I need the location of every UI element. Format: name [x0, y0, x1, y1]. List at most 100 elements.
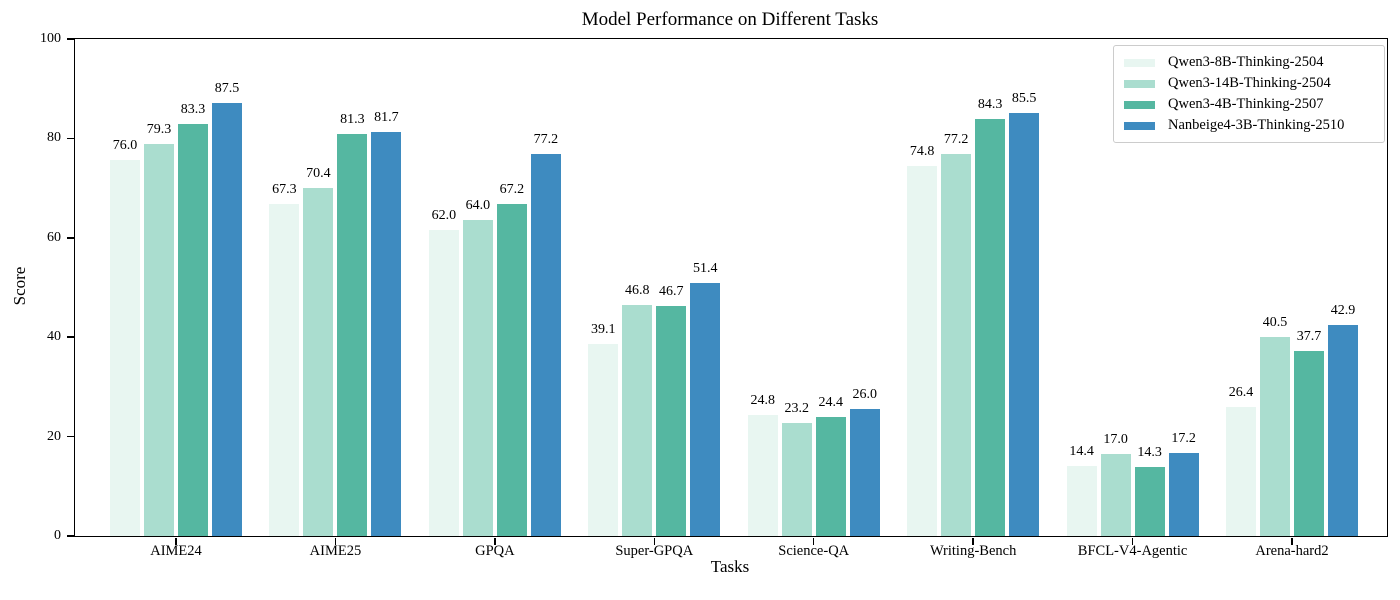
- bar: [847, 406, 882, 536]
- bar-value-label: 37.7: [1296, 328, 1322, 344]
- y-tick-label: 20: [47, 428, 61, 444]
- legend-item: Qwen3-4B-Thinking-2507: [1124, 94, 1376, 115]
- y-tick-label: 60: [47, 229, 61, 245]
- bar-value-label: 87.5: [214, 81, 240, 97]
- bar: [176, 122, 210, 536]
- x-tick-label: Writing-Bench: [929, 543, 1017, 559]
- bar-value-label: 14.4: [1069, 444, 1094, 460]
- bar: [460, 217, 495, 536]
- legend-swatch: [1124, 58, 1155, 67]
- bar-value-label: 46.7: [659, 283, 684, 299]
- bar: [301, 186, 336, 536]
- bar: [335, 131, 370, 536]
- bar: [813, 414, 848, 536]
- bar: [108, 158, 142, 536]
- y-tick-label: 40: [47, 329, 61, 345]
- bar: [1326, 322, 1360, 536]
- legend-label: Nanbeige4-3B-Thinking-2510: [1168, 117, 1345, 133]
- x-tick-mark: [1291, 537, 1293, 545]
- x-tick-mark: [334, 537, 337, 545]
- bar-value-label: 40.5: [1262, 314, 1288, 330]
- bar-value-label: 77.2: [533, 132, 559, 148]
- y-tick-mark: [67, 137, 74, 140]
- bar: [1064, 464, 1099, 536]
- x-tick-label: Arena-hard2: [1255, 543, 1329, 559]
- bar-value-label: 76.0: [112, 138, 138, 154]
- bar: [494, 202, 529, 536]
- bar-value-label: 70.4: [306, 166, 331, 182]
- legend-swatch: [1124, 121, 1155, 130]
- bar: [1224, 404, 1258, 536]
- bar: [973, 117, 1008, 536]
- x-axis-label: Tasks: [710, 557, 750, 576]
- x-tick-mark: [812, 537, 815, 545]
- legend-label: Qwen3-14B-Thinking-2504: [1168, 75, 1331, 91]
- bar-value-label: 24.8: [750, 392, 775, 408]
- legend-item: Qwen3-14B-Thinking-2504: [1124, 73, 1376, 94]
- x-tick-label: GPQA: [475, 543, 515, 559]
- y-tick-label: 100: [40, 31, 61, 46]
- bar-value-label: 81.3: [340, 111, 365, 127]
- x-tick-label: AIME24: [150, 543, 202, 559]
- x-tick-label: Super-GPQA: [615, 543, 694, 559]
- bar-value-label: 85.5: [1011, 91, 1037, 107]
- bar-value-label: 14.3: [1137, 444, 1162, 460]
- bar-value-label: 39.1: [591, 321, 616, 337]
- chart-title: Model Performance on Different Tasks: [581, 9, 879, 30]
- y-tick-mark: [67, 535, 74, 537]
- bar-value-label: 24.4: [818, 394, 843, 410]
- bar-value-label: 67.3: [272, 181, 297, 197]
- bar-value-label: 64.0: [465, 197, 491, 213]
- y-tick-mark: [67, 435, 74, 438]
- x-tick-label: AIME25: [309, 543, 362, 559]
- y-tick-label: 0: [54, 528, 61, 543]
- bar-value-label: 42.9: [1330, 302, 1356, 318]
- bar: [426, 227, 461, 536]
- y-tick-mark: [67, 38, 74, 40]
- legend-label: Qwen3-8B-Thinking-2504: [1168, 54, 1324, 70]
- bar: [654, 303, 689, 536]
- x-tick-label: BFCL-V4-Agentic: [1077, 543, 1188, 559]
- bar: [210, 101, 244, 536]
- legend-swatch: [1124, 100, 1155, 109]
- bar: [369, 129, 404, 536]
- bar: [1098, 451, 1133, 536]
- bar-value-label: 77.2: [943, 132, 969, 148]
- x-tick-mark: [175, 537, 177, 545]
- x-tick-label: Science-QA: [778, 543, 850, 559]
- bar: [779, 420, 814, 536]
- bar-value-label: 26.4: [1228, 384, 1254, 400]
- legend-item: Nanbeige4-3B-Thinking-2510: [1124, 115, 1376, 136]
- x-tick-mark: [972, 537, 974, 545]
- bar: [1292, 348, 1326, 536]
- bar-value-label: 81.7: [374, 109, 399, 125]
- bar: [528, 152, 563, 536]
- legend-item: Qwen3-8B-Thinking-2504: [1124, 52, 1376, 73]
- legend-label: Qwen3-4B-Thinking-2507: [1168, 96, 1324, 112]
- bar: [620, 303, 655, 536]
- bar: [1258, 334, 1292, 536]
- bar-value-label: 79.3: [146, 121, 172, 137]
- legend-swatch: [1124, 79, 1155, 88]
- bar-value-label: 26.0: [852, 386, 877, 402]
- bar-value-label: 62.0: [431, 207, 457, 223]
- x-tick-mark: [653, 537, 656, 545]
- bar-value-label: 46.8: [625, 283, 650, 299]
- bar: [142, 141, 176, 536]
- bar: [1007, 111, 1042, 536]
- bar-value-label: 17.0: [1103, 431, 1128, 447]
- y-axis-label: Score: [10, 266, 29, 306]
- bar-value-label: 67.2: [499, 182, 525, 198]
- bar-value-label: 83.3: [180, 102, 206, 117]
- y-tick-mark: [67, 336, 74, 338]
- bar: [939, 152, 974, 536]
- bar-value-label: 84.3: [977, 97, 1003, 113]
- x-tick-mark: [494, 537, 496, 545]
- legend: Qwen3-8B-Thinking-2504 Qwen3-14B-Thinking…: [1113, 45, 1385, 143]
- bar: [745, 412, 780, 536]
- bar: [688, 280, 723, 536]
- bar-value-label: 74.8: [909, 144, 935, 160]
- bar-value-label: 51.4: [693, 260, 718, 276]
- bar: [1166, 450, 1201, 536]
